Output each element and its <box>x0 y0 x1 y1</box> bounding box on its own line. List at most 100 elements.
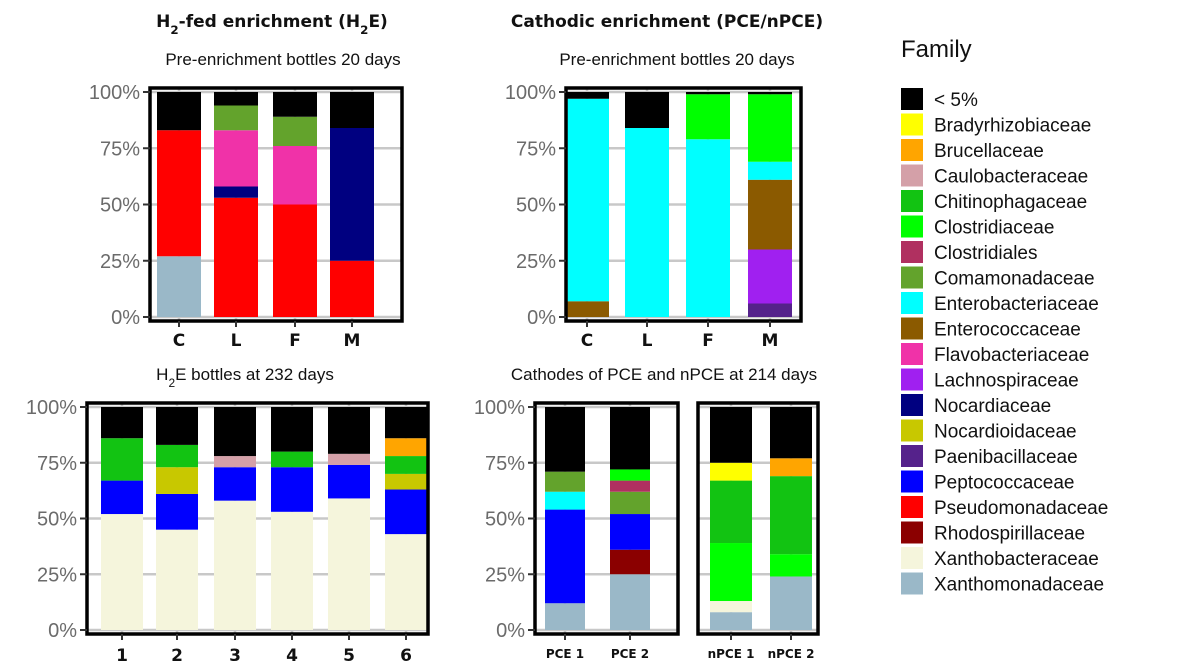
legend-label: Nocardioidaceae <box>934 422 1077 443</box>
category-label: L <box>642 331 653 351</box>
legend-swatch <box>901 317 923 340</box>
legend-swatch <box>901 572 923 595</box>
legend-swatch <box>901 394 923 416</box>
y-tick-label: 25% <box>100 251 140 273</box>
bar-segment <box>610 491 650 515</box>
bar-segment <box>610 469 650 481</box>
legend-entry: Flavobacteriaceae <box>901 343 1089 366</box>
legend-label: Chitinophagaceae <box>934 192 1087 213</box>
panel-subtitle: Pre-enrichment bottles 20 days <box>165 50 400 69</box>
bar-stack <box>770 407 812 630</box>
legend-label: Comamonadaceae <box>934 269 1095 290</box>
bar-segment <box>214 197 258 317</box>
panel-subtitle-part: Pre-enrichment bottles 20 days <box>559 50 794 69</box>
category-label: PCE 2 <box>611 647 649 661</box>
legend-swatch <box>901 368 923 391</box>
panel-subtitle-part: 2 <box>168 376 175 390</box>
bar-segment <box>385 438 427 457</box>
bar-stack <box>565 92 609 317</box>
legend-swatch <box>901 496 923 518</box>
bar-segment <box>565 98 609 302</box>
bar-segment <box>770 576 812 630</box>
legend-swatch <box>901 343 923 365</box>
legend-swatch <box>901 470 923 493</box>
category-label: 3 <box>229 646 241 666</box>
bar-segment <box>545 603 585 630</box>
bar-segment <box>214 130 258 187</box>
bar-segment <box>157 130 201 257</box>
panel-subtitle-part: Cathodes of PCE and nPCE at 214 days <box>511 365 817 384</box>
bar-segment <box>686 94 730 140</box>
bar-segment <box>770 458 812 477</box>
legend-label: Pseudomonadaceae <box>934 498 1108 519</box>
y-tick-label: 100% <box>505 82 556 104</box>
category-label: M <box>762 331 779 351</box>
legend-label: Enterococcaceae <box>934 320 1081 341</box>
bar-segment <box>385 473 427 490</box>
bar-segment <box>545 407 585 472</box>
y-tick-label: 75% <box>516 138 556 160</box>
y-tick-label: 75% <box>100 138 140 160</box>
bar-stack <box>156 407 198 630</box>
panel-title-part: 2 <box>360 23 368 37</box>
panel-subtitle: Pre-enrichment bottles 20 days <box>559 50 794 69</box>
bar-segment <box>565 301 609 317</box>
legend-label: Xanthomonadaceae <box>934 575 1104 596</box>
legend-entry: Rhodospirillaceae <box>901 521 1085 545</box>
bar-segment <box>330 92 374 128</box>
legend-label: Brucellaceae <box>934 141 1044 162</box>
legend-swatch <box>901 88 923 110</box>
y-tick-label: 0% <box>48 620 77 642</box>
legend: Family < 5% Bradyrhizobiaceae Brucellaceae C… <box>901 36 1108 596</box>
bar-stack <box>101 407 143 630</box>
panel-subtitle: H2E bottles at 232 days <box>156 365 334 390</box>
legend-entry: Comamonadaceae <box>901 266 1095 290</box>
bar-stack <box>545 407 585 630</box>
legend-swatch <box>901 547 923 569</box>
legend-swatch <box>901 266 923 289</box>
bar-segment <box>385 534 427 630</box>
bar-segment <box>156 529 198 630</box>
bar-segment <box>748 92 792 95</box>
bar-segment <box>625 128 669 317</box>
bar-segment <box>156 467 198 494</box>
bar-stack <box>214 92 258 317</box>
legend-entry: Clostridiaceae <box>901 215 1054 239</box>
bar-stack <box>385 407 427 630</box>
legend-entry: Brucellaceae <box>901 139 1044 162</box>
legend-swatch <box>901 190 923 212</box>
legend-label: Caulobacteraceae <box>934 167 1088 188</box>
panel-subtitle: Cathodes of PCE and nPCE at 214 days <box>511 365 817 384</box>
bar-segment <box>710 543 752 602</box>
bar-segment <box>101 438 143 481</box>
legend-entry: Bradyrhizobiaceae <box>901 113 1091 137</box>
y-tick-label: 50% <box>100 195 140 217</box>
legend-entry: Xanthobacteraceae <box>901 547 1099 570</box>
legend-swatch <box>901 241 923 263</box>
panel-b: 0% 25% 50% 75% 100% C L F M Cathodic enrichment (… <box>505 12 823 351</box>
panel-e: nPCE 1 nPCE 2 <box>696 401 820 661</box>
bar-segment <box>101 407 143 439</box>
legend-label: Clostridiaceae <box>934 218 1054 239</box>
category-label: 6 <box>400 646 412 666</box>
bar-segment <box>273 116 317 146</box>
panel-title-part: H <box>156 12 170 32</box>
legend-swatch <box>901 292 923 314</box>
y-tick-label: 75% <box>485 453 525 475</box>
legend-swatch <box>901 164 923 187</box>
bar-stack <box>710 407 752 630</box>
bar-segment <box>328 407 370 454</box>
category-label: F <box>289 331 301 351</box>
bar-segment <box>686 92 730 95</box>
bar-segment <box>101 480 143 515</box>
bar-segment <box>157 256 201 317</box>
bar-segment <box>214 92 258 106</box>
legend-swatch <box>901 445 923 467</box>
category-label: 1 <box>116 646 128 666</box>
panel-title-part: Cathodic enrichment (PCE/nPCE) <box>511 12 823 32</box>
legend-entry: < 5% <box>901 88 978 111</box>
bar-segment <box>748 179 792 250</box>
bar-stack <box>610 407 650 630</box>
bar-segment <box>748 94 792 162</box>
